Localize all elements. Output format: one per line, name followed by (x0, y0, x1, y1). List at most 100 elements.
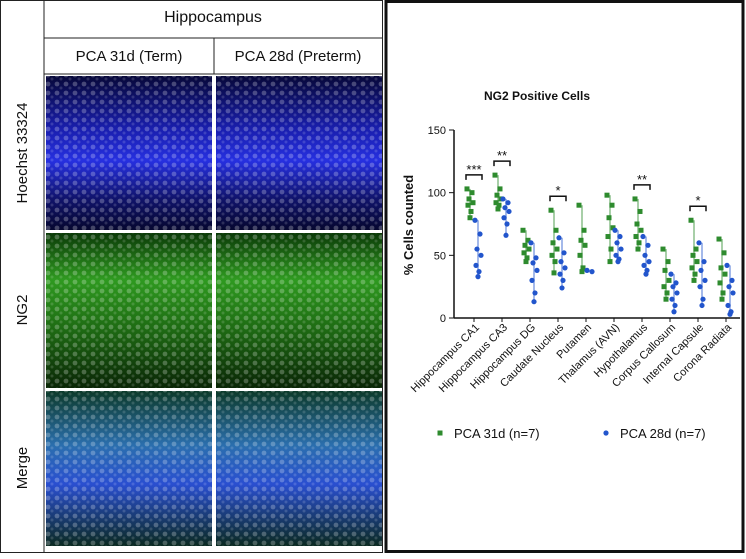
significance-bracket (493, 160, 511, 167)
data-point (632, 196, 638, 202)
significance-bracket (689, 205, 707, 212)
data-point (561, 250, 567, 256)
significance-bracket (465, 174, 483, 180)
data-point (560, 277, 566, 283)
data-point (580, 265, 586, 271)
data-point (558, 259, 564, 265)
data-point (725, 302, 731, 309)
data-point (673, 280, 679, 286)
data-point (635, 246, 641, 252)
data-point (529, 277, 535, 283)
data-point (691, 277, 697, 283)
legend-marker (437, 430, 443, 436)
data-point (495, 206, 501, 212)
data-point (726, 284, 732, 290)
y-axis-label: % Cells counted (401, 175, 416, 275)
y-tick-label: 50 (434, 250, 446, 262)
data-point (503, 232, 509, 238)
panel-border (0, 0, 383, 553)
data-point (500, 196, 506, 202)
data-point (581, 227, 587, 233)
data-point (523, 259, 529, 265)
data-point (606, 215, 612, 221)
data-point (717, 280, 723, 286)
data-point (727, 311, 733, 317)
data-point (465, 202, 471, 208)
data-point (700, 296, 706, 302)
significance-label: *** (466, 162, 481, 177)
data-point (534, 267, 540, 273)
data-point (551, 270, 557, 276)
data-point (506, 208, 512, 215)
data-point (694, 259, 700, 265)
data-point (642, 252, 648, 258)
data-point (693, 246, 699, 252)
data-point (666, 277, 672, 283)
column-label: PCA 31d (Term) (76, 48, 183, 65)
data-point (721, 250, 727, 256)
data-point (640, 233, 646, 240)
legend-label: PCA 28d (n=7) (620, 426, 706, 441)
data-point (702, 277, 708, 283)
data-point (524, 255, 530, 261)
data-point (609, 202, 615, 208)
data-point (610, 225, 616, 231)
data-point (478, 252, 484, 258)
data-point (720, 290, 726, 296)
data-point (637, 208, 643, 214)
data-point (531, 299, 537, 305)
data-point (562, 265, 568, 271)
data-point (474, 246, 480, 252)
data-point (504, 221, 510, 227)
data-point (550, 240, 556, 246)
data-point (468, 208, 474, 214)
chart-border (384, 0, 745, 553)
significance-label: * (695, 193, 700, 208)
data-point (643, 271, 649, 277)
data-point (608, 246, 614, 252)
data-point (662, 267, 668, 273)
row-label: NG2 (14, 295, 31, 326)
data-point (472, 217, 478, 223)
data-point (615, 259, 621, 265)
data-point (492, 172, 498, 178)
data-point (533, 255, 539, 261)
data-point (697, 284, 703, 290)
data-point (526, 246, 532, 252)
data-point (730, 290, 736, 296)
y-tick-label: 150 (428, 125, 446, 137)
data-point (578, 237, 584, 243)
legend-marker (603, 430, 609, 436)
data-point (469, 190, 475, 196)
data-point (556, 235, 562, 241)
data-point (470, 200, 476, 206)
data-point (688, 217, 694, 223)
micrographs (46, 76, 382, 546)
data-point (505, 200, 511, 206)
data-point (696, 240, 702, 246)
column-label: PCA 28d (Preterm) (235, 48, 362, 65)
data-point (722, 271, 728, 277)
data-point (554, 246, 560, 252)
data-point (729, 277, 735, 283)
y-tick-label: 0 (440, 313, 446, 325)
data-point (645, 242, 651, 248)
data-point (548, 207, 554, 213)
data-point (664, 290, 670, 296)
data-point (476, 269, 482, 275)
data-point (613, 252, 619, 258)
data-point (557, 271, 563, 277)
data-point (719, 296, 725, 302)
data-point (617, 233, 623, 240)
data-point (607, 259, 613, 265)
figure-title: Hippocampus (164, 9, 262, 26)
data-point (552, 259, 558, 265)
significance-label: ** (497, 148, 507, 163)
y-tick-label: 100 (428, 188, 446, 200)
data-point (665, 259, 671, 265)
significance-bracket (549, 195, 567, 202)
data-point (579, 269, 585, 275)
data-point (690, 252, 696, 258)
